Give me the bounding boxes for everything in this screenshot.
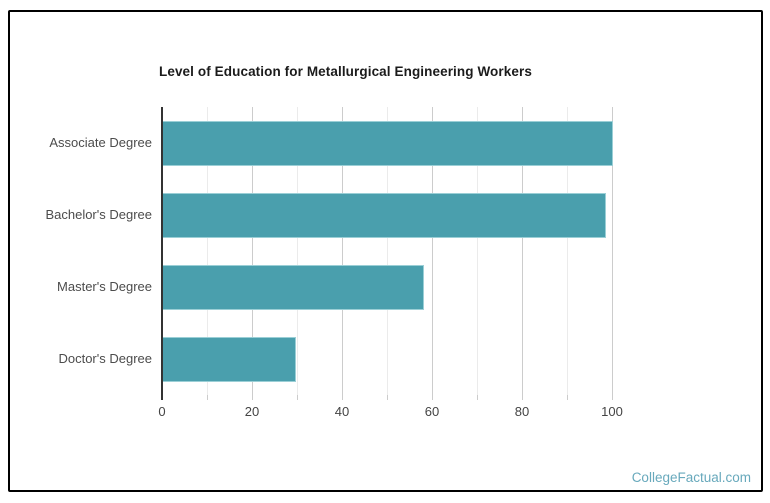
x-axis-tick: [342, 395, 343, 400]
x-axis-tick: [432, 395, 433, 400]
category-label: Bachelor's Degree: [45, 207, 152, 222]
chart-title: Level of Education for Metallurgical Eng…: [159, 64, 532, 79]
x-axis-tick: [612, 395, 613, 400]
y-axis-line: [161, 107, 163, 400]
x-gridline: [207, 107, 208, 395]
category-label: Master's Degree: [57, 279, 152, 294]
x-axis-tick: [252, 395, 253, 400]
x-axis-tick: [522, 395, 523, 400]
x-gridline: [252, 107, 253, 395]
x-gridline: [612, 107, 613, 395]
bar[interactable]: [163, 264, 424, 310]
bar[interactable]: [163, 120, 613, 166]
x-gridline: [522, 107, 523, 395]
x-tick-label: 20: [244, 404, 260, 419]
bar[interactable]: [163, 336, 296, 382]
x-tick-label: 60: [424, 404, 440, 419]
y-axis-labels: Associate Degree Bachelor's Degree Master'…: [10, 107, 152, 395]
x-axis-tick: [477, 395, 478, 400]
x-tick-label: 80: [514, 404, 530, 419]
x-gridline: [342, 107, 343, 395]
plot-area: [161, 107, 622, 400]
x-axis-labels: 0 20 40 60 80 100: [158, 404, 622, 420]
category-label: Associate Degree: [49, 135, 152, 150]
x-gridline: [432, 107, 433, 395]
x-axis-tick: [567, 395, 568, 400]
x-gridline: [567, 107, 568, 395]
x-tick-label: 40: [334, 404, 350, 419]
category-label: Doctor's Degree: [58, 351, 152, 366]
x-tick-label: 100: [601, 404, 623, 419]
x-axis-tick: [297, 395, 298, 400]
x-gridline: [297, 107, 298, 395]
bar[interactable]: [163, 192, 607, 238]
x-gridline: [477, 107, 478, 395]
x-axis-tick: [387, 395, 388, 400]
x-tick-label: 0: [158, 404, 166, 419]
chart-card: Level of Education for Metallurgical Eng…: [8, 10, 763, 492]
x-gridline: [387, 107, 388, 395]
x-axis-tick: [207, 395, 208, 400]
watermark-link[interactable]: CollegeFactual.com: [631, 470, 751, 485]
